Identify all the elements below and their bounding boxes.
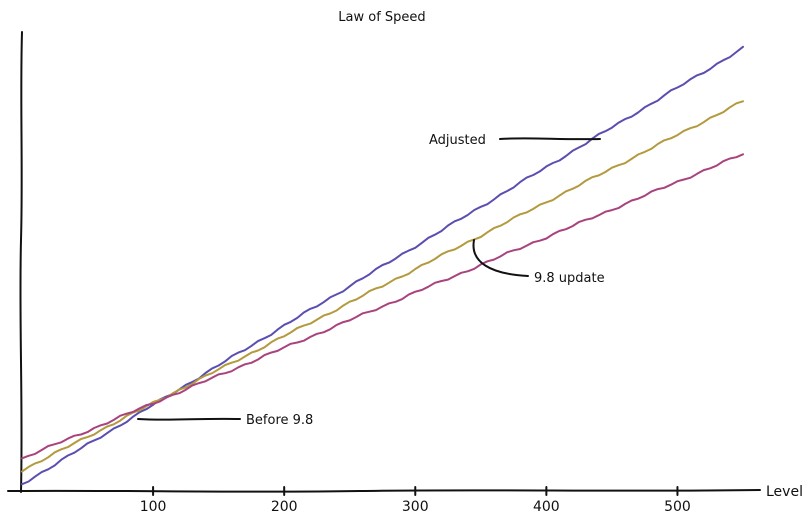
x-axis-label: Level bbox=[766, 484, 803, 500]
adjusted-leader bbox=[499, 137, 601, 141]
before-leader bbox=[137, 417, 241, 421]
series-group bbox=[21, 45, 744, 486]
x-tick-labels: 100 200 300 400 500 bbox=[140, 499, 691, 515]
series-line-before-9-8 bbox=[21, 45, 744, 486]
x-tick-label-300: 300 bbox=[402, 499, 429, 515]
series-line-9-8-update bbox=[21, 153, 744, 460]
annotation-adjusted: Adjusted bbox=[429, 133, 486, 148]
x-axis bbox=[7, 489, 761, 493]
update-leader bbox=[472, 239, 529, 277]
x-tick-label-200: 200 bbox=[271, 499, 298, 515]
annotation-9-8-update: 9.8 update bbox=[534, 271, 605, 286]
x-tick-label-400: 400 bbox=[533, 499, 560, 515]
x-tick-label-500: 500 bbox=[664, 499, 691, 515]
x-tick-marks bbox=[152, 486, 679, 496]
x-tick-label-100: 100 bbox=[140, 499, 167, 515]
annotation-before-9-8: Before 9.8 bbox=[246, 413, 313, 428]
chart-title: Law of Speed bbox=[338, 10, 425, 25]
series-line-adjusted bbox=[21, 100, 744, 473]
y-axis bbox=[19, 31, 23, 493]
